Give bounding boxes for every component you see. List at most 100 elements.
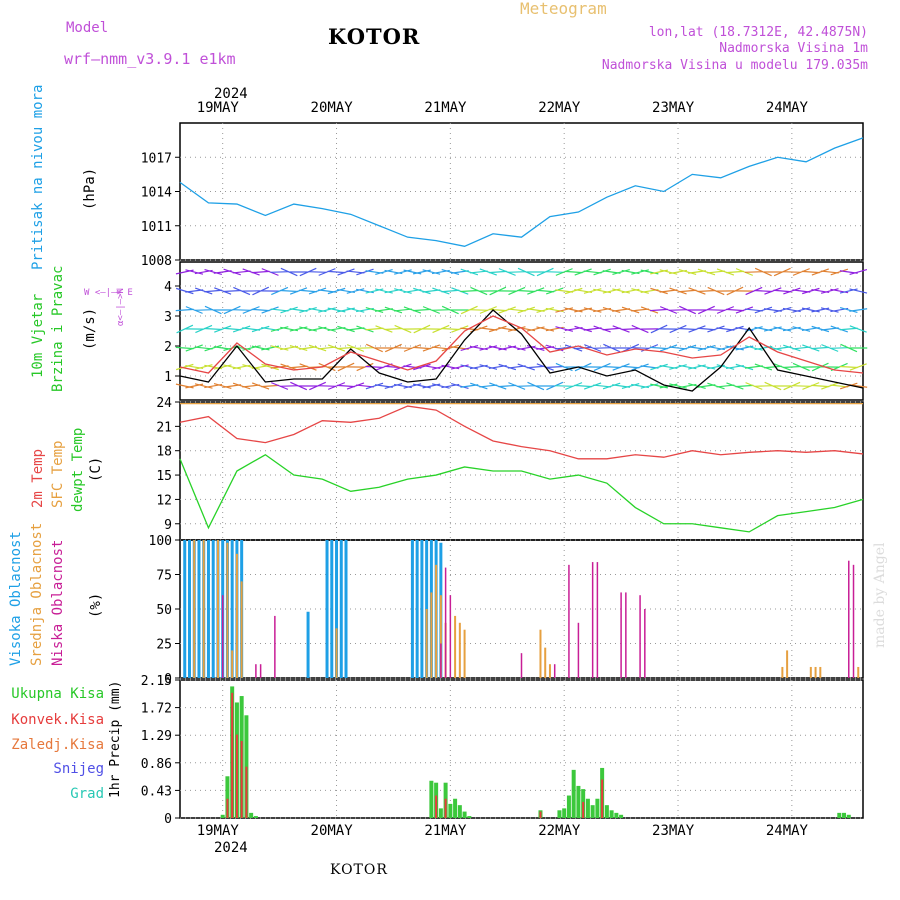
ytick-label-cloud: 100 [149,534,172,549]
ytick-label-precip: 0 [164,812,172,827]
wind-arrow [327,344,346,352]
wind-arrow [204,268,223,276]
wind-arrow [318,362,336,372]
top-day-label: 24MAY [765,100,808,116]
wind-arrow [574,362,592,372]
ytick-label-precip: 2.15 [141,674,172,689]
precip-bar-0 [457,805,462,818]
wind-arrow [479,384,498,388]
cloud-bar-1 [781,666,784,678]
wind-arrow [299,267,317,277]
wind-arrow [811,346,830,350]
panel-frame-precip [179,679,864,819]
wind-arrow [678,327,697,331]
wind-arrow [849,288,868,294]
cloud-bar-1 [226,542,229,678]
precip-bar-0 [585,798,590,818]
cloud-bar-1 [819,666,822,678]
wind-arrow [801,270,820,274]
precip-bar-1 [240,740,243,818]
ytick-label-temperature: 15 [156,469,172,484]
ytick-label-temperature: 9 [164,518,172,533]
wind-arrow [593,268,611,276]
cloud-bar-1 [240,581,243,678]
wind-arrow [232,309,251,311]
wind-arrow [336,384,356,388]
cloud-bar-1 [216,540,219,678]
wind-arrow [820,288,839,294]
cloud-bar-2 [644,609,646,678]
wind-arrow [821,382,839,390]
wind-arrow [251,382,270,390]
wind-arrow [773,306,792,314]
cloud-bar-2 [255,664,257,678]
wind-arrow [773,267,791,277]
precip-bar-0 [566,795,571,818]
wind-arrow [783,381,801,391]
precip-bar-0 [225,776,230,818]
wind-arrow [375,268,393,276]
wind-arrow [830,268,849,276]
wind-arrow [327,287,346,295]
wind-compass-label: W <–|–> E [84,288,133,298]
wind-arrow [583,307,602,313]
wind-arrow [318,326,336,332]
wind-arrow [526,326,545,332]
bottom-day-label: 22MAY [538,823,581,839]
ytick-label-pressure: 1008 [141,254,172,269]
cloud-bar-1 [548,664,551,678]
precip-bar-0 [253,816,258,818]
wind-arrow [697,344,716,352]
wind-arrow [631,288,649,294]
wind-arrow [631,324,649,334]
cloud-bar-1 [463,629,466,678]
panel-cloud: 0 25 50 75 100 [149,534,864,687]
wind-arrow [517,306,535,314]
wind-arrow [337,268,355,276]
wind-arrow [261,363,279,371]
cloud-bar-0 [325,540,329,678]
wind-arrow [270,345,289,351]
wind-arrow [232,270,251,274]
wind-arrow [839,327,858,331]
wind-arrow [432,287,450,295]
wind-arrow [707,286,725,296]
wind-arrow [811,268,829,276]
top-day-label: 20MAY [310,100,353,116]
wind-arrow [754,306,773,314]
wind-arrow [811,325,830,333]
wind-arrow [242,384,261,388]
wind-arrow [479,306,497,314]
cloud-bar-2 [591,562,594,678]
wind-arrow [517,385,536,387]
wind-arrow [659,306,678,314]
model-elevation-label: Nadmorska Visina u modelu 179.035m [601,58,868,73]
wind-arrow [792,268,810,276]
wind-arrow [365,306,384,314]
wind-arrow [688,382,706,390]
cloud-bar-1 [435,564,438,678]
precip-bar-0 [590,805,595,818]
panel-frame-wind [179,261,864,401]
wind-arrow [289,365,308,369]
wind-arrow [469,309,488,311]
cloud-bar-1 [814,666,817,678]
wind-arrow [356,325,374,333]
precip-bar-0 [453,798,458,818]
precip-bar-1 [235,734,238,818]
top-year-label: 2024 [214,86,248,102]
wind-arrow [507,326,526,332]
wind-arrow [232,382,251,390]
cloud-bar-1 [193,540,196,678]
wind-arrow [488,270,507,274]
wind-arrow [725,270,744,274]
wind-arrow [612,288,631,294]
wind-arrow [640,306,659,314]
wind-arrow [584,344,602,352]
wind-arrow [564,270,583,274]
bottom-day-label: 24MAY [765,823,808,839]
wind-arrow [441,327,460,331]
precip-bar-0 [562,808,567,818]
wind-arrow [365,382,384,390]
top-day-label: 22MAY [538,100,581,116]
